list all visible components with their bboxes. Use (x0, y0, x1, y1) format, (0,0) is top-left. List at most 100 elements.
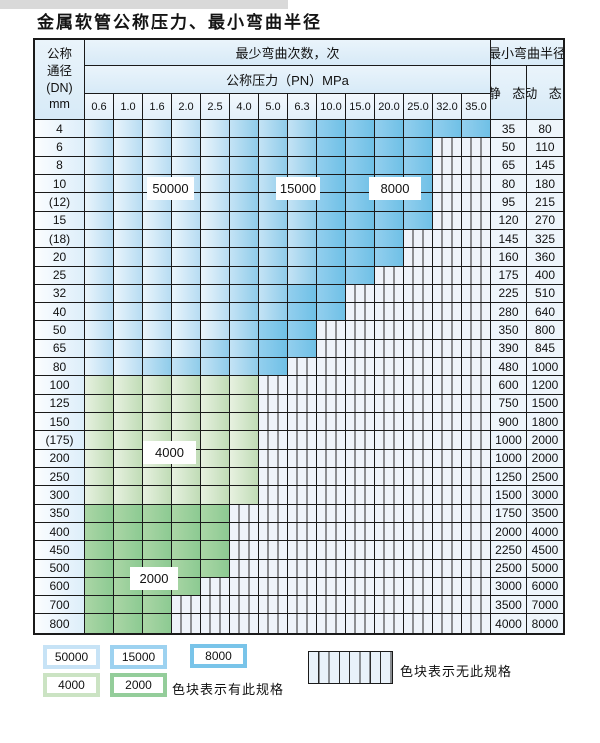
no-spec-cell (375, 303, 404, 322)
no-spec-cell (433, 577, 462, 597)
no-spec-cell (462, 394, 491, 413)
static-value-cell: 750 (491, 394, 527, 413)
spec-cell (172, 486, 201, 505)
spec-cell (85, 577, 114, 597)
no-spec-cell (462, 229, 491, 249)
no-spec-cell (346, 522, 375, 542)
no-spec-cell (433, 174, 462, 194)
static-value-cell: 145 (491, 229, 527, 249)
spec-cell (375, 138, 404, 157)
no-spec-cell (404, 266, 433, 285)
spec-cell (114, 596, 143, 615)
spec-cell (346, 193, 375, 212)
no-spec-cell (404, 303, 433, 322)
dynamic-value-cell: 1500 (527, 394, 563, 413)
no-spec-cell (462, 266, 491, 285)
no-spec-cell (346, 614, 375, 633)
spec-cell (230, 211, 259, 230)
spec-cell (172, 504, 201, 523)
spec-cell (346, 266, 375, 285)
dn-cell: 200 (35, 449, 85, 468)
spec-cell (143, 541, 172, 560)
spec-cell (201, 376, 230, 395)
spec-cell (259, 266, 288, 285)
static-value-cell: 95 (491, 193, 527, 212)
no-spec-cell (375, 467, 404, 487)
no-spec-cell (288, 467, 317, 487)
no-spec-cell (433, 394, 462, 413)
dn-cell: 250 (35, 467, 85, 487)
spec-cell (85, 449, 114, 468)
spec-cell (172, 339, 201, 359)
static-value-cell: 4000 (491, 614, 527, 633)
spec-cell (288, 321, 317, 340)
dynamic-value-cell: 325 (527, 229, 563, 249)
spec-cell (114, 266, 143, 285)
dynamic-value-cell: 6000 (527, 577, 563, 597)
spec-cell (201, 303, 230, 322)
no-spec-cell (462, 486, 491, 505)
pressure-tick: 32.0 (433, 94, 462, 120)
legend-swatch-value: 50000 (47, 649, 96, 665)
static-value-cell: 1000 (491, 449, 527, 468)
spec-cell (317, 193, 346, 212)
static-value-cell: 390 (491, 339, 527, 359)
no-spec-cell (462, 467, 491, 487)
no-spec-cell (462, 413, 491, 432)
static-value-cell: 1250 (491, 467, 527, 487)
static-value-cell: 1750 (491, 504, 527, 523)
spec-cell (114, 156, 143, 175)
spec-cell (201, 467, 230, 487)
no-spec-cell (433, 211, 462, 230)
dn-cell: 125 (35, 394, 85, 413)
static-value-cell: 1500 (491, 486, 527, 505)
spec-cell (346, 211, 375, 230)
spec-cell (85, 229, 114, 249)
spec-cell (230, 449, 259, 468)
spec-cell (85, 266, 114, 285)
spec-cell (114, 486, 143, 505)
spec-cell (404, 120, 433, 139)
spec-cell (114, 321, 143, 340)
static-value-cell: 3000 (491, 577, 527, 597)
spec-cell (346, 156, 375, 175)
no-spec-cell (404, 431, 433, 450)
no-spec-cell (259, 577, 288, 597)
no-spec-cell (346, 321, 375, 340)
bend-count-label: 2000 (130, 567, 178, 590)
dynamic-value-cell: 3500 (527, 504, 563, 523)
no-spec-cell (230, 522, 259, 542)
no-spec-cell (375, 541, 404, 560)
dn-cell: (175) (35, 431, 85, 450)
no-spec-cell (317, 431, 346, 450)
dynamic-value-cell: 8000 (527, 614, 563, 633)
dynamic-value-cell: 3000 (527, 486, 563, 505)
spec-cell (143, 614, 172, 633)
spec-cell (114, 614, 143, 633)
dn-cell: 300 (35, 486, 85, 505)
no-spec-cell (462, 248, 491, 267)
spec-cell (85, 358, 114, 377)
no-spec-cell (462, 541, 491, 560)
dn-cell: 25 (35, 266, 85, 285)
dn-cell: (18) (35, 229, 85, 249)
no-spec-cell (317, 413, 346, 432)
no-spec-cell (462, 577, 491, 597)
spec-cell (114, 229, 143, 249)
no-spec-cell (404, 321, 433, 340)
no-spec-cell (462, 449, 491, 468)
spec-cell (114, 413, 143, 432)
dn-cell: 15 (35, 211, 85, 230)
no-spec-cell (230, 541, 259, 560)
no-spec-cell (259, 541, 288, 560)
dn-cell: 800 (35, 614, 85, 633)
spec-cell (85, 156, 114, 175)
spec-cell (375, 120, 404, 139)
no-spec-cell (433, 431, 462, 450)
no-spec-cell (317, 614, 346, 633)
no-spec-cell (172, 614, 201, 633)
no-spec-cell (259, 467, 288, 487)
dynamic-value-cell: 360 (527, 248, 563, 267)
spec-cell (85, 248, 114, 267)
spec-cell (201, 193, 230, 212)
